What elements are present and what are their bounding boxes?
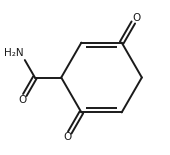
Text: O: O bbox=[132, 13, 140, 23]
Text: H₂N: H₂N bbox=[4, 49, 23, 58]
Text: O: O bbox=[18, 95, 26, 105]
Text: O: O bbox=[63, 132, 71, 142]
